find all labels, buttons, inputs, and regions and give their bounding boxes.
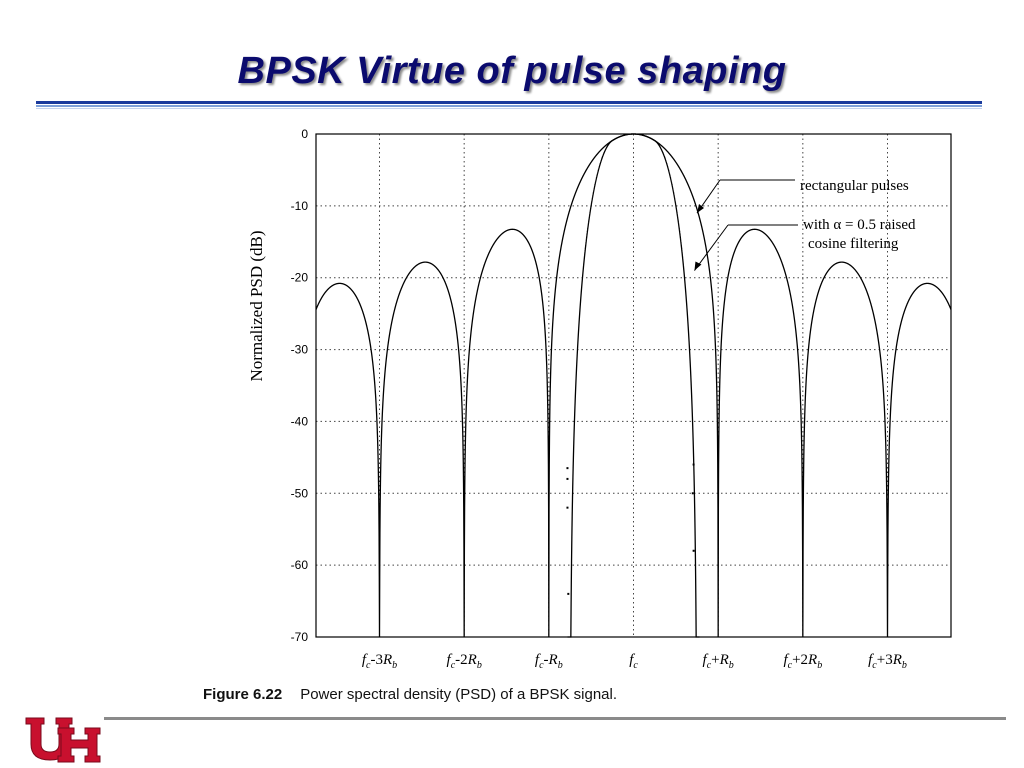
y-tick-label: -20: [291, 271, 309, 285]
x-tick-label: fc+3Rb: [868, 652, 907, 671]
annotation-arrowhead: [694, 261, 702, 271]
x-tick-label: fc: [629, 652, 638, 671]
y-tick-label: -70: [291, 630, 309, 644]
y-tick-label: -10: [291, 199, 309, 213]
title-divider: [36, 101, 982, 110]
annotation-arrowhead: [697, 204, 704, 214]
y-tick-labels: 0 -10 -20 -30 -40 -50 -60 -70: [291, 127, 309, 644]
annotation-arrow-line: [694, 224, 729, 271]
dot-mark: [566, 506, 569, 509]
x-tick-label: fc-2Rb: [447, 652, 482, 671]
x-tick-label: fc+2Rb: [783, 652, 822, 671]
dot-mark: [692, 549, 695, 552]
title-divider-line-light: [36, 108, 982, 109]
y-tick-label: -40: [291, 414, 309, 428]
dot-mark: [567, 592, 570, 595]
y-tick-label: -60: [291, 558, 309, 572]
x-tick-labels: fc-3Rb fc-2Rb fc-Rb fc fc+Rb fc+2Rb fc+3Rb: [362, 652, 907, 671]
y-tick-label: -30: [291, 343, 309, 357]
x-tick-label: fc-Rb: [535, 652, 563, 671]
grid-lines: [316, 134, 951, 637]
dot-mark: [692, 463, 695, 466]
annotations: rectangular pulses with α = 0.5 raised cos…: [694, 178, 916, 271]
dot-mark: [566, 467, 569, 470]
slide-title: BPSK Virtue of pulse shaping: [237, 50, 787, 92]
raised-cosine-psd-line: [567, 133, 700, 638]
dotted-marks: [566, 463, 695, 595]
dot-mark: [691, 492, 694, 495]
logo-shape: [57, 727, 101, 763]
figure-caption-text: Power spectral density (PSD) of a BPSK s…: [300, 686, 618, 703]
y-axis-label: Normalized PSD (dB): [247, 230, 266, 381]
annotation-raised-cosine: with α = 0.5 raised cosine filtering: [803, 217, 916, 252]
x-tick-label: fc-3Rb: [362, 652, 397, 671]
annotation-rectangular-pulses: rectangular pulses: [800, 178, 909, 194]
dot-mark: [566, 477, 569, 480]
footer-divider: [104, 717, 1006, 720]
x-tick-label: fc+Rb: [703, 652, 734, 671]
figure-label: Figure 6.22: [203, 686, 283, 703]
uh-logo: [25, 717, 101, 763]
figure-caption: Figure 6.22 Power spectral density (PSD) …: [203, 686, 617, 703]
y-tick-label: -50: [291, 486, 309, 500]
y-tick-label: 0: [301, 127, 308, 141]
title-divider-line-dark: [36, 101, 982, 104]
title-divider-line-mid: [36, 105, 982, 107]
